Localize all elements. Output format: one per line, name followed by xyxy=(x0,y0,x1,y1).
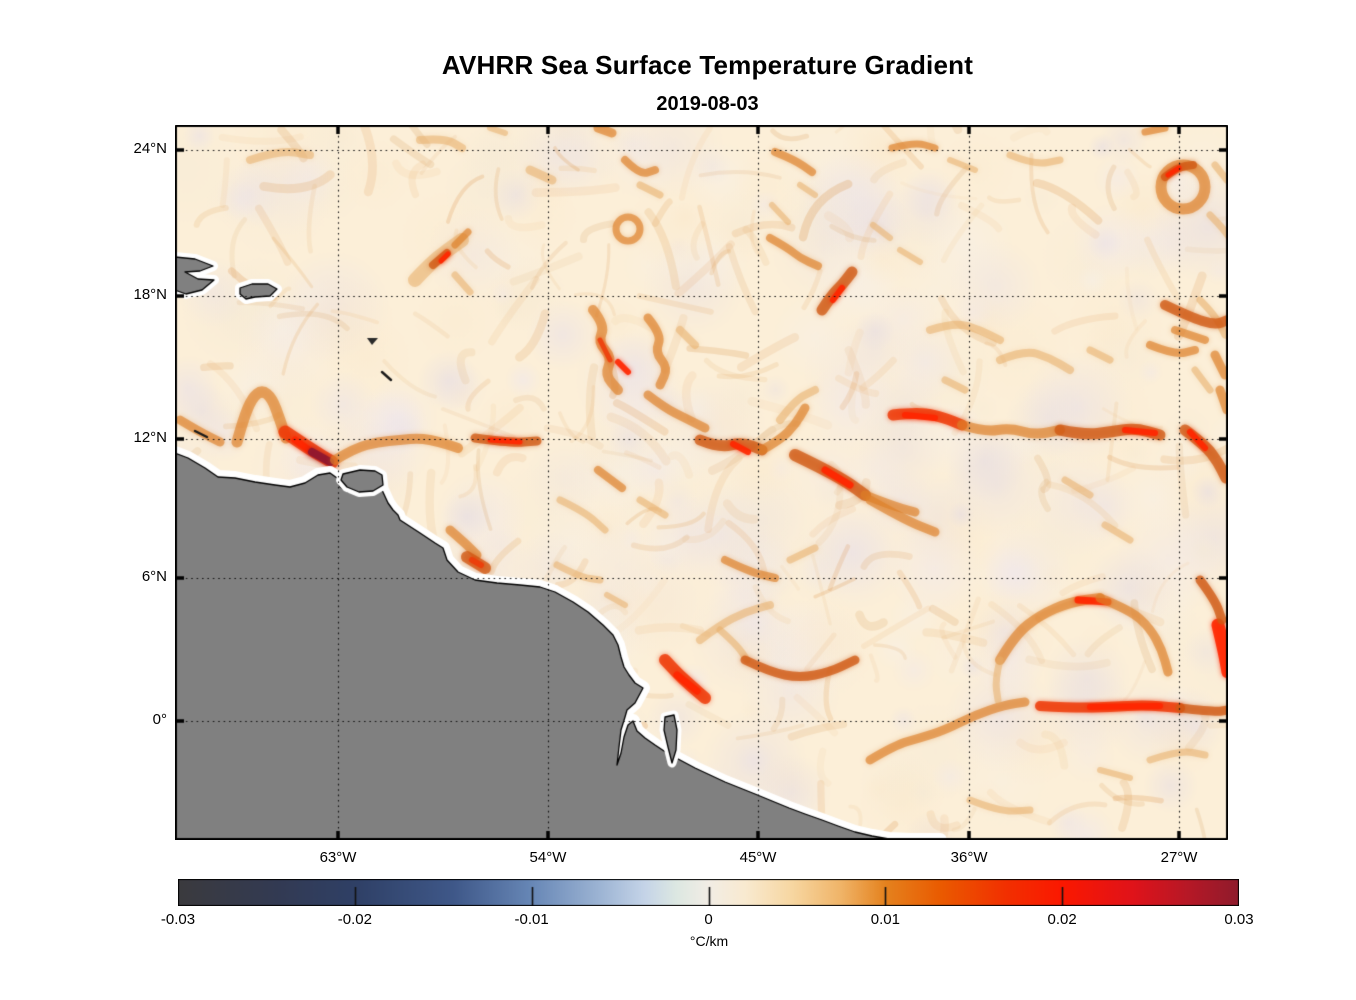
colorbar-tick-label: 0.02 xyxy=(1047,911,1077,928)
y-axis-tick-label: 18°N xyxy=(133,286,167,304)
colorbar-tick-label: -0.02 xyxy=(337,911,372,928)
colorbar-tick-label: -0.01 xyxy=(514,911,549,928)
x-axis-tick-label: 45°W xyxy=(739,849,777,866)
colorbar-unit-label: °C/km xyxy=(689,933,729,949)
colorbar-tick-label: -0.03 xyxy=(160,911,196,928)
y-axis-tick-label: 24°N xyxy=(133,140,167,158)
figure-title: AVHRR Sea Surface Temperature Gradient xyxy=(441,50,974,80)
y-axis-tick-label: 0° xyxy=(152,711,167,729)
colorbar-tick-label: 0.01 xyxy=(870,911,900,928)
x-axis-tick-label: 36°W xyxy=(950,849,988,866)
x-axis-tick-label: 54°W xyxy=(529,849,567,866)
sst-gradient-map-canvas xyxy=(175,125,1228,840)
x-axis-tick-label: 27°W xyxy=(1160,849,1198,866)
colorbar-tick-label: 0 xyxy=(704,911,713,928)
y-axis-tick-label: 12°N xyxy=(133,429,167,447)
x-axis-tick-label: 63°W xyxy=(319,849,357,866)
colorbar-tick-label: 0.03 xyxy=(1224,911,1254,928)
figure-date-subtitle: 2019-08-03 xyxy=(656,93,759,115)
colorbar-canvas xyxy=(178,879,1239,906)
y-axis-tick-label: 6°N xyxy=(141,568,167,586)
